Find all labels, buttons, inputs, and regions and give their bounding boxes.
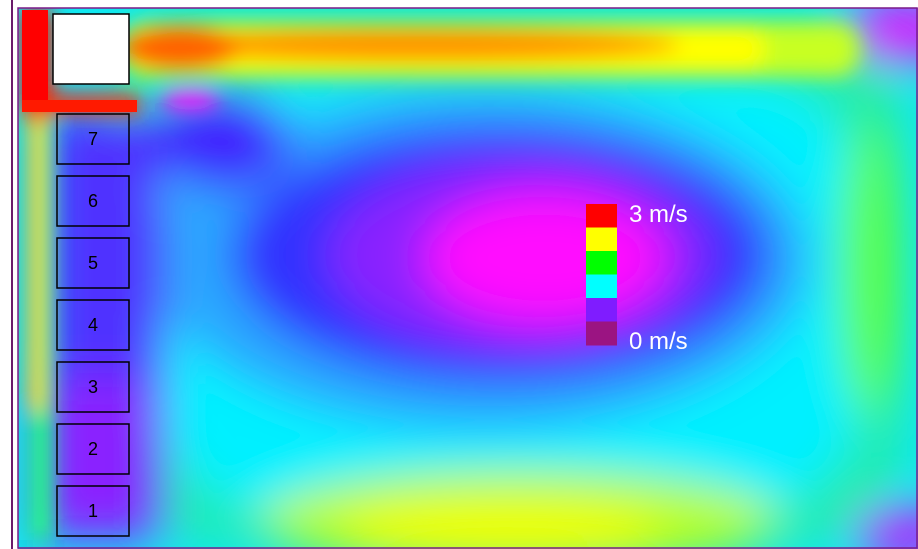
box-6 bbox=[56, 175, 130, 227]
legend-min-label: 0 m/s bbox=[629, 328, 688, 355]
box-1-label: 1 bbox=[88, 501, 98, 521]
box-2-label: 2 bbox=[88, 439, 98, 459]
box-3-label: 3 bbox=[88, 377, 98, 397]
box-2 bbox=[56, 423, 130, 475]
legend-swatch-3 bbox=[586, 274, 617, 299]
inlet-block bbox=[52, 13, 130, 85]
box-6-label: 6 bbox=[88, 191, 98, 211]
domain-border bbox=[17, 7, 918, 549]
legend-max-label: 3 m/s bbox=[629, 201, 688, 228]
box-4 bbox=[56, 299, 130, 351]
box-1 bbox=[56, 485, 130, 537]
legend-swatch-5 bbox=[586, 321, 617, 346]
legend-swatch-2 bbox=[586, 251, 617, 275]
velocity-legend: 3 m/s 0 m/s bbox=[586, 201, 688, 355]
legend-swatch-1 bbox=[586, 227, 617, 252]
box-3 bbox=[56, 361, 130, 413]
box-4-label: 4 bbox=[88, 315, 98, 335]
box-5-label: 5 bbox=[88, 253, 98, 273]
legend-swatch-4 bbox=[586, 298, 617, 322]
legend-swatch-0 bbox=[586, 204, 617, 228]
inlet-jet bbox=[22, 10, 48, 105]
box-7 bbox=[56, 113, 130, 165]
numbered-boxes: 7 6 5 4 3 2 1 bbox=[56, 113, 130, 537]
flow-field bbox=[18, 8, 918, 549]
box-7-label: 7 bbox=[88, 129, 98, 149]
legend-swatches bbox=[586, 204, 617, 346]
box-5 bbox=[56, 237, 130, 289]
